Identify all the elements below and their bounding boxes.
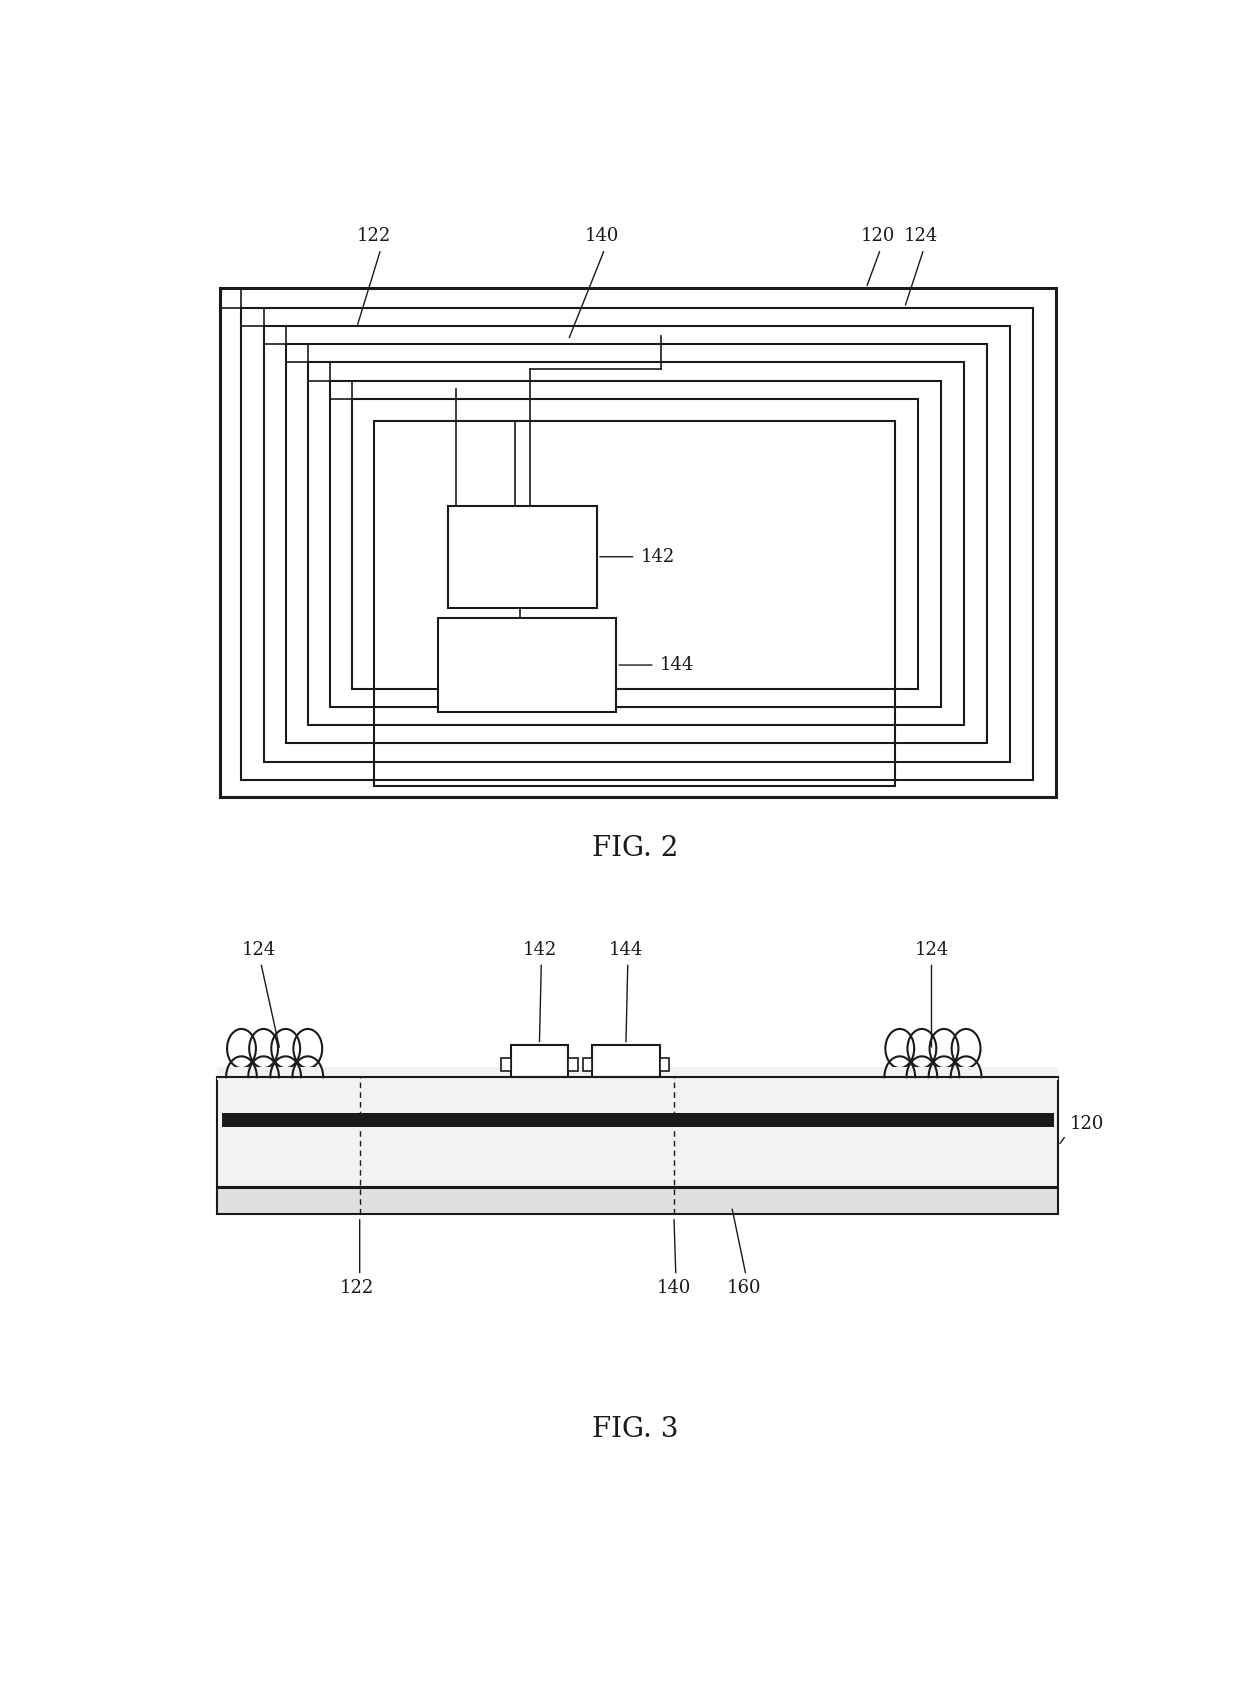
Bar (374, 422, 895, 786)
Bar (221, 288, 1056, 796)
Bar (448, 507, 596, 608)
Text: 124: 124 (914, 940, 949, 959)
Text: FIG. 3: FIG. 3 (593, 1416, 678, 1443)
Text: 122: 122 (357, 227, 392, 246)
Bar (352, 398, 918, 688)
Bar (501, 1057, 511, 1071)
Bar (222, 1113, 1054, 1127)
Bar (511, 1045, 568, 1077)
Text: 144: 144 (660, 656, 693, 674)
Text: 140: 140 (585, 227, 619, 246)
Text: 142: 142 (522, 940, 557, 959)
Text: 124: 124 (242, 940, 277, 959)
Text: FIG. 2: FIG. 2 (593, 835, 678, 862)
Text: 122: 122 (340, 1279, 374, 1298)
Text: 142: 142 (640, 547, 675, 566)
Text: 144: 144 (609, 940, 644, 959)
Text: 120: 120 (1070, 1115, 1105, 1133)
Bar (660, 1057, 670, 1071)
Bar (217, 1077, 1058, 1187)
Text: 124: 124 (904, 227, 937, 246)
Bar (217, 1067, 1058, 1079)
Bar (308, 363, 965, 725)
Bar (217, 1187, 1058, 1215)
Bar (593, 1045, 660, 1077)
Bar (264, 325, 1011, 762)
Bar (568, 1057, 578, 1071)
Bar (439, 618, 616, 711)
Text: 160: 160 (727, 1279, 761, 1298)
Bar (242, 308, 1033, 779)
Bar (285, 344, 987, 744)
Text: 120: 120 (861, 227, 895, 246)
Bar (330, 381, 941, 706)
Bar (583, 1057, 593, 1071)
Text: 140: 140 (657, 1279, 691, 1298)
